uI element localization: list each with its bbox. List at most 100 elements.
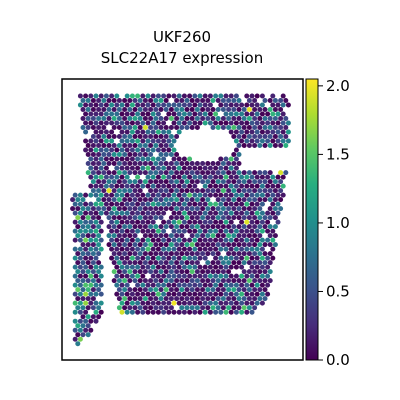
expression-spot — [98, 102, 104, 108]
expression-spot — [283, 170, 289, 176]
expression-spot — [236, 143, 242, 148]
expression-spot — [116, 98, 122, 103]
expression-spot — [184, 296, 190, 302]
expression-spot — [75, 260, 81, 266]
expression-spot — [155, 309, 161, 315]
expression-spot — [90, 134, 96, 139]
expression-spot — [168, 296, 174, 302]
expression-spot — [114, 246, 120, 252]
expression-spot — [220, 269, 226, 275]
expression-spot — [259, 183, 265, 189]
expression-spot — [184, 170, 190, 176]
expression-spot — [233, 291, 239, 297]
expression-spot — [179, 242, 185, 248]
expression-spot — [194, 260, 200, 266]
expression-spot — [129, 156, 135, 162]
expression-spot — [145, 309, 151, 315]
expression-spot — [192, 120, 198, 126]
expression-spot — [88, 300, 94, 306]
expression-spot — [194, 125, 200, 130]
expression-spot — [210, 269, 216, 275]
expression-spot — [75, 197, 81, 203]
expression-spot — [213, 300, 219, 306]
expression-spot — [236, 305, 242, 311]
expression-spot — [168, 107, 174, 112]
expression-spot — [127, 143, 133, 148]
expression-spot — [246, 116, 252, 121]
expression-spot — [72, 291, 78, 297]
expression-spot — [233, 309, 239, 315]
expression-spot — [109, 201, 115, 207]
expression-spot — [244, 138, 250, 144]
expression-spot — [137, 152, 143, 157]
expression-spot — [220, 215, 226, 221]
expression-spot — [187, 255, 193, 261]
expression-spot — [174, 98, 180, 103]
expression-spot — [205, 233, 211, 239]
expression-spot — [249, 264, 255, 270]
expression-spot — [168, 134, 174, 139]
chart-subtitle: SLC22A17 expression — [101, 49, 263, 67]
expression-spot — [200, 98, 206, 103]
expression-spot — [187, 219, 193, 225]
expression-spot — [142, 179, 148, 185]
expression-spot — [124, 264, 130, 270]
expression-spot — [257, 269, 263, 275]
expression-spot — [83, 246, 89, 252]
expression-spot — [163, 233, 169, 239]
expression-spot — [200, 305, 206, 311]
expression-spot — [197, 120, 203, 126]
expression-spot — [75, 323, 81, 329]
expression-spot — [200, 269, 206, 275]
expression-spot — [119, 237, 125, 243]
expression-spot — [215, 116, 221, 121]
expression-spot — [213, 120, 219, 126]
expression-spot — [241, 134, 247, 139]
expression-spot — [161, 273, 167, 279]
expression-spot — [213, 273, 219, 279]
expression-spot — [249, 102, 255, 108]
expression-spot — [145, 102, 151, 108]
expression-spot — [239, 111, 245, 117]
expression-spot — [129, 93, 135, 99]
expression-spot — [233, 192, 239, 198]
expression-spot — [233, 165, 239, 171]
expression-spot — [194, 251, 200, 257]
expression-spot — [223, 264, 229, 270]
expression-spot — [283, 116, 289, 121]
expression-spot — [267, 125, 273, 130]
expression-spot — [119, 138, 125, 144]
expression-spot — [109, 174, 115, 180]
expression-spot — [142, 197, 148, 203]
expression-spot — [244, 120, 250, 126]
expression-spot — [109, 129, 115, 135]
expression-spot — [140, 300, 146, 306]
expression-spot — [200, 206, 206, 212]
expression-spot — [98, 246, 104, 252]
expression-spot — [207, 300, 213, 306]
expression-spot — [218, 273, 224, 279]
expression-spot — [272, 188, 278, 194]
expression-spot — [135, 273, 141, 279]
expression-spot — [161, 282, 167, 288]
expression-spot — [77, 237, 83, 243]
expression-spot — [168, 161, 174, 166]
expression-spot — [124, 309, 130, 315]
expression-spot — [93, 291, 99, 297]
expression-spot — [241, 287, 247, 293]
expression-spot — [158, 116, 164, 121]
expression-spot — [77, 255, 83, 261]
expression-spot — [155, 273, 161, 279]
expression-spot — [111, 179, 117, 185]
expression-spot — [80, 242, 86, 248]
expression-spot — [140, 129, 146, 135]
expression-spot — [267, 260, 273, 266]
expression-spot — [80, 215, 86, 221]
expression-spot — [189, 305, 195, 311]
expression-spot — [187, 174, 193, 180]
expression-spot — [179, 206, 185, 212]
expression-spot — [80, 98, 86, 103]
expression-spot — [137, 215, 143, 221]
expression-spot — [176, 93, 182, 99]
expression-spot — [153, 134, 159, 139]
